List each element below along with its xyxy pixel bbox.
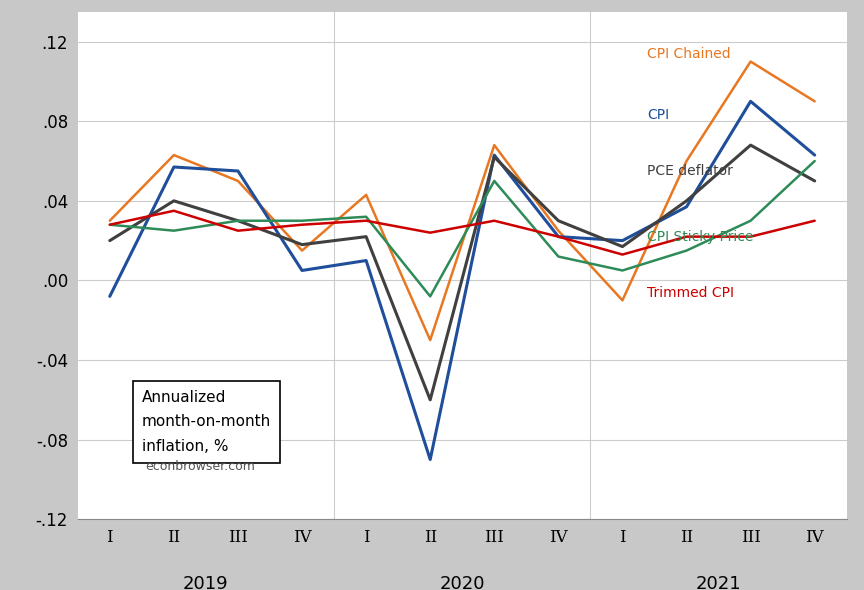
- Text: Annualized
month-on-month
inflation, %: Annualized month-on-month inflation, %: [142, 390, 271, 454]
- Text: Trimmed CPI: Trimmed CPI: [647, 286, 734, 300]
- Text: 2019: 2019: [183, 575, 229, 590]
- Text: CPI Sticky Price: CPI Sticky Price: [647, 230, 753, 244]
- Text: CPI Chained: CPI Chained: [647, 47, 730, 61]
- Text: 2021: 2021: [696, 575, 741, 590]
- Text: PCE deflator: PCE deflator: [647, 164, 733, 178]
- Text: 2020: 2020: [440, 575, 485, 590]
- Text: CPI: CPI: [647, 108, 669, 122]
- Text: econbrowser.com: econbrowser.com: [145, 460, 255, 473]
